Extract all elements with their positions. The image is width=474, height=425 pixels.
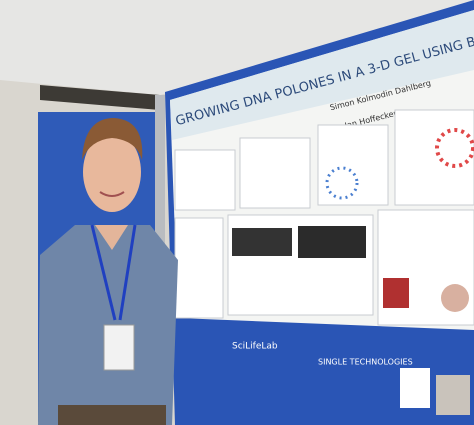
panel — [239, 137, 311, 209]
logo-text: SciLifeLab — [232, 342, 278, 352]
logo-text: SINGLE TECHNOLOGIES — [318, 358, 413, 367]
gel-image — [298, 226, 366, 258]
graphic — [441, 284, 469, 312]
portrait — [436, 375, 470, 415]
dot-ring — [325, 166, 359, 200]
face — [83, 132, 141, 212]
qr-code — [400, 368, 430, 408]
lanyard — [118, 224, 137, 321]
panel — [394, 109, 474, 206]
logo — [383, 278, 409, 308]
hair — [82, 118, 143, 160]
panel — [317, 124, 389, 206]
lanyard — [90, 224, 117, 321]
panel — [174, 149, 236, 211]
dot-ring — [435, 128, 474, 168]
gel-image — [232, 228, 292, 256]
poster-header — [170, 10, 474, 140]
neck — [95, 225, 128, 250]
panel — [174, 217, 224, 319]
trousers — [58, 405, 166, 425]
smile — [99, 191, 125, 197]
doorway — [40, 85, 160, 110]
name-badge — [103, 324, 135, 371]
ceiling — [0, 0, 474, 95]
